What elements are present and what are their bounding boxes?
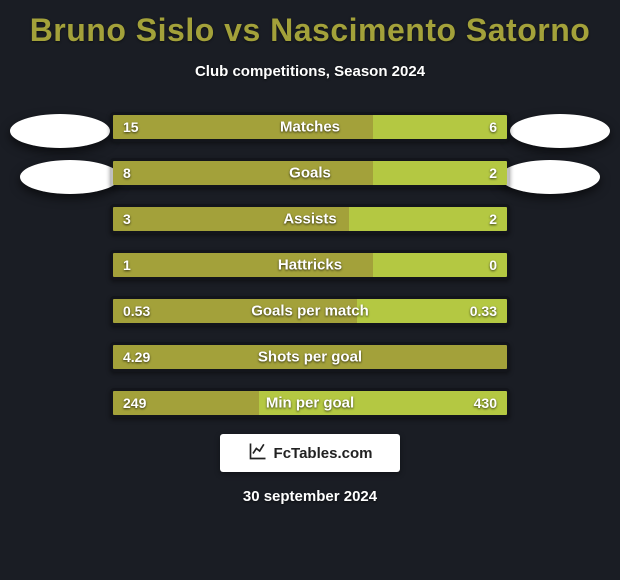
- player1-avatar-2: [20, 160, 120, 194]
- comparison-area: Matches156 Goals82 Assists32 Hattricks10 Goa…: [0, 112, 620, 418]
- stat-bar-left: [113, 345, 507, 369]
- stat-bar-right: [259, 391, 507, 415]
- stat-row: Goals82: [110, 158, 510, 188]
- watermark-badge: FcTables.com: [220, 434, 400, 472]
- stat-row: Min per goal249430: [110, 388, 510, 418]
- stat-bar-right: [349, 207, 507, 231]
- stat-bar-left: [113, 207, 349, 231]
- stat-bar-left: [113, 253, 373, 277]
- page-title: Bruno Sislo vs Nascimento Satorno: [0, 0, 620, 49]
- subtitle: Club competitions, Season 2024: [0, 63, 620, 80]
- stat-bar-left: [113, 391, 259, 415]
- date-text: 30 september 2024: [0, 488, 620, 505]
- stats-bars: Matches156 Goals82 Assists32 Hattricks10 Goa…: [110, 112, 510, 418]
- stat-bar-left: [113, 161, 373, 185]
- stat-bar-right: [357, 299, 507, 323]
- player2-avatar-1: [510, 114, 610, 148]
- stat-bar-left: [113, 299, 357, 323]
- stat-bar-right: [373, 161, 507, 185]
- stat-row: Hattricks10: [110, 250, 510, 280]
- stat-row: Assists32: [110, 204, 510, 234]
- player2-avatar-2: [500, 160, 600, 194]
- chart-icon: [248, 441, 268, 465]
- stat-bar-left: [113, 115, 373, 139]
- stat-row: Shots per goal4.29: [110, 342, 510, 372]
- stat-row: Goals per match0.530.33: [110, 296, 510, 326]
- player1-avatar-1: [10, 114, 110, 148]
- stat-row: Matches156: [110, 112, 510, 142]
- stat-bar-right: [373, 253, 507, 277]
- stat-bar-right: [373, 115, 507, 139]
- watermark-text: FcTables.com: [274, 445, 373, 462]
